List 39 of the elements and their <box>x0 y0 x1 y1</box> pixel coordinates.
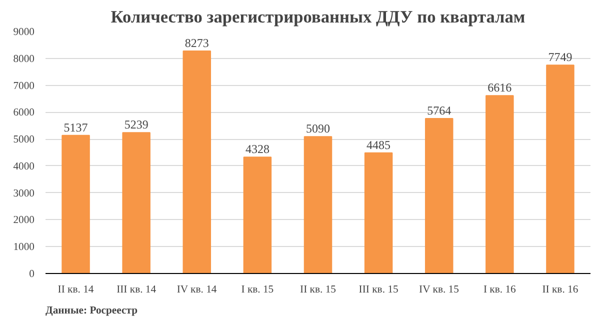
x-tick-label: II кв. 14 <box>58 284 94 296</box>
y-tick-label: 7000 <box>13 80 34 92</box>
x-tick-label: I кв. 16 <box>483 284 517 296</box>
y-tick-label: 3000 <box>13 188 34 200</box>
bar <box>122 132 150 274</box>
text: Данные: Росреестр <box>46 306 138 316</box>
data-label: 5239 <box>124 118 148 132</box>
x-tick-label: IV кв. 15 <box>419 284 459 296</box>
data-label: 4328 <box>245 142 270 156</box>
y-tick-label: 0 <box>29 269 34 280</box>
bar <box>62 134 90 274</box>
bar <box>424 118 454 274</box>
x-tick-label: II кв. 16 <box>542 284 579 296</box>
data-label: 8273 <box>184 36 209 50</box>
bar <box>304 136 332 274</box>
data-label: 5764 <box>427 104 452 118</box>
x-tick-label: I кв. 15 <box>241 284 274 296</box>
data-label: 7749 <box>548 50 572 64</box>
bar <box>364 152 393 274</box>
x-tick-label: III кв. 14 <box>116 284 157 296</box>
bar <box>182 50 212 274</box>
y-tick-label: 9000 <box>13 27 34 38</box>
x-tick-label: III кв. 15 <box>358 284 398 296</box>
data-label: 5137 <box>64 120 88 134</box>
bar <box>546 64 574 274</box>
y-tick-label: 4000 <box>13 161 34 172</box>
x-tick-label: II кв. 15 <box>300 284 336 296</box>
y-tick-label: 8000 <box>13 54 34 65</box>
bar <box>243 156 272 274</box>
y-tick-label: 6000 <box>13 108 34 119</box>
bar <box>486 95 514 274</box>
x-tick-label: IV кв. 14 <box>176 284 218 296</box>
y-tick-label: 5000 <box>13 134 34 146</box>
data-label: 4485 <box>366 138 391 152</box>
chart-title: Количество зарегистрированных ДДУ по кварталам <box>110 8 526 26</box>
y-tick-label: 2000 <box>13 215 34 226</box>
data-label: 5090 <box>306 122 330 136</box>
data-label: 6616 <box>488 80 512 95</box>
y-tick-label: 1000 <box>13 242 34 254</box>
